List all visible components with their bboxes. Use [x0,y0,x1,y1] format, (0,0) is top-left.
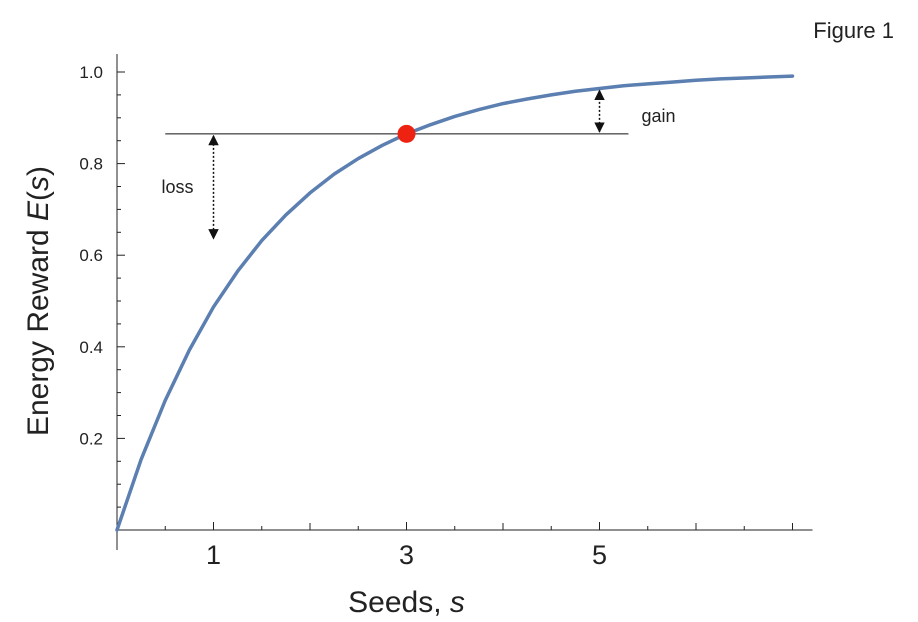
series-line [115,74,795,532]
y-tick-label: 0.6 [79,246,103,265]
labels: loss gain Seeds, s Energy Reward E(s) [22,106,676,619]
x-tick-label: 1 [206,540,221,570]
annotation-label-loss: loss [161,177,193,197]
y-tick-label: 0.2 [79,429,103,448]
x-axis-label: Seeds, s [348,586,465,619]
highlight-point [397,124,416,143]
y-axis-label: Energy Reward E(s) [22,166,55,436]
ticks: 1 3 5 0.2 0.4 0.6 0.8 1.0 [79,63,793,570]
y-tick-label: 0.4 [79,338,103,357]
y-tick-label: 1.0 [79,63,103,82]
y-tick-label: 0.8 [79,155,103,174]
annotation-label-gain: gain [642,106,676,126]
x-tick-label: 3 [399,540,414,570]
figure-label: Figure 1 [813,18,894,43]
axes [116,54,813,550]
x-tick-label: 5 [592,540,607,570]
marks [115,74,795,532]
